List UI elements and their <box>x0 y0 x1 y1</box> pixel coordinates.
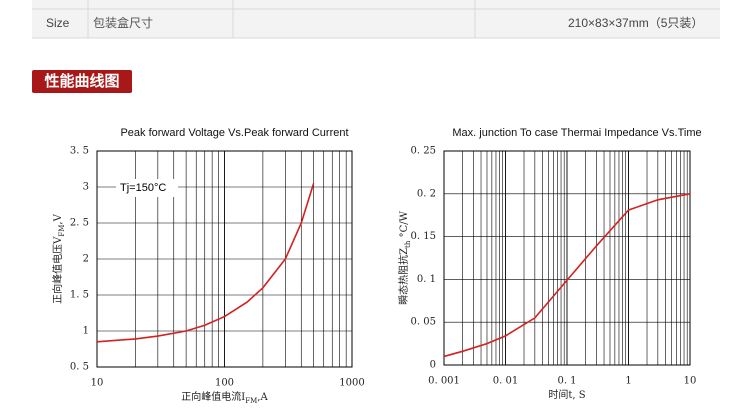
y-axis-label-part: 正向峰值电压V <box>51 236 64 304</box>
y-axis-label-part: th <box>404 240 412 248</box>
x-tick-label: 10 <box>684 376 697 387</box>
line <box>96 183 315 343</box>
y-tick-label: 0. 5 <box>70 362 89 373</box>
cell: 210×83×37mm（5只装） <box>568 16 703 30</box>
y-axis-label-part: °C/W <box>399 210 410 240</box>
x-axis-label-part: FM <box>245 397 257 405</box>
y-tick-label: 2. 5 <box>70 218 89 229</box>
x-tick-label: 0. 1 <box>557 376 576 387</box>
section-title: 性能曲线图 <box>44 72 119 90</box>
x-tick-label: 10 <box>91 378 104 389</box>
x-axis-label: 正向峰值电流IFM,A <box>181 390 268 406</box>
y-axis-label-part: ,V <box>53 213 64 224</box>
y-tick-label: 0. 25 <box>411 146 436 157</box>
x-tick-label: 0. 001 <box>428 376 460 387</box>
cell: 包装盒尺寸 <box>93 15 153 30</box>
y-tick-label: 2 <box>83 254 89 265</box>
annotation: Tj=150°C <box>120 182 166 194</box>
annotation-bg <box>116 179 178 197</box>
y-tick-label: 0. 15 <box>411 231 436 242</box>
x-axis-label-part: 正向峰值电流I <box>181 390 245 403</box>
y-axis-label: 正向峰值电压VFM,V <box>51 213 67 303</box>
section-badge <box>32 70 132 93</box>
x-tick-label: 0. 01 <box>493 376 518 387</box>
y-axis-label-part: 瞬态热阻抗Z <box>397 248 410 305</box>
y-tick-label: 3. 5 <box>70 146 89 157</box>
chart-title: Max. junction To case Thermai Impedance … <box>452 127 701 139</box>
y-tick-label: 0. 2 <box>417 188 436 199</box>
y-axis-label: 瞬态热阻抗Zth °C/W <box>397 210 413 304</box>
y-tick-label: 1 <box>83 326 89 337</box>
y-tick-label: 3 <box>83 182 89 193</box>
x-tick-label: 100 <box>215 378 234 389</box>
x-axis-label: 时间t, S <box>548 388 585 401</box>
y-tick-label: 0 <box>430 360 436 371</box>
y-tick-label: 0. 05 <box>411 317 436 328</box>
x-axis-label-part: 时间t, S <box>548 388 585 401</box>
line <box>443 193 691 358</box>
y-tick-label: 1. 5 <box>70 290 89 301</box>
x-tick-label: 1000 <box>339 378 364 389</box>
y-axis-label-part: FM <box>58 225 66 237</box>
table-bg <box>32 0 720 38</box>
x-tick-label: 1 <box>625 376 631 387</box>
chart-title: Peak forward Voltage Vs.Peak forward Cur… <box>120 127 348 139</box>
x-axis-label-part: ,A <box>257 392 268 403</box>
cell: Size <box>46 16 70 30</box>
y-tick-label: 0. 1 <box>417 274 436 285</box>
